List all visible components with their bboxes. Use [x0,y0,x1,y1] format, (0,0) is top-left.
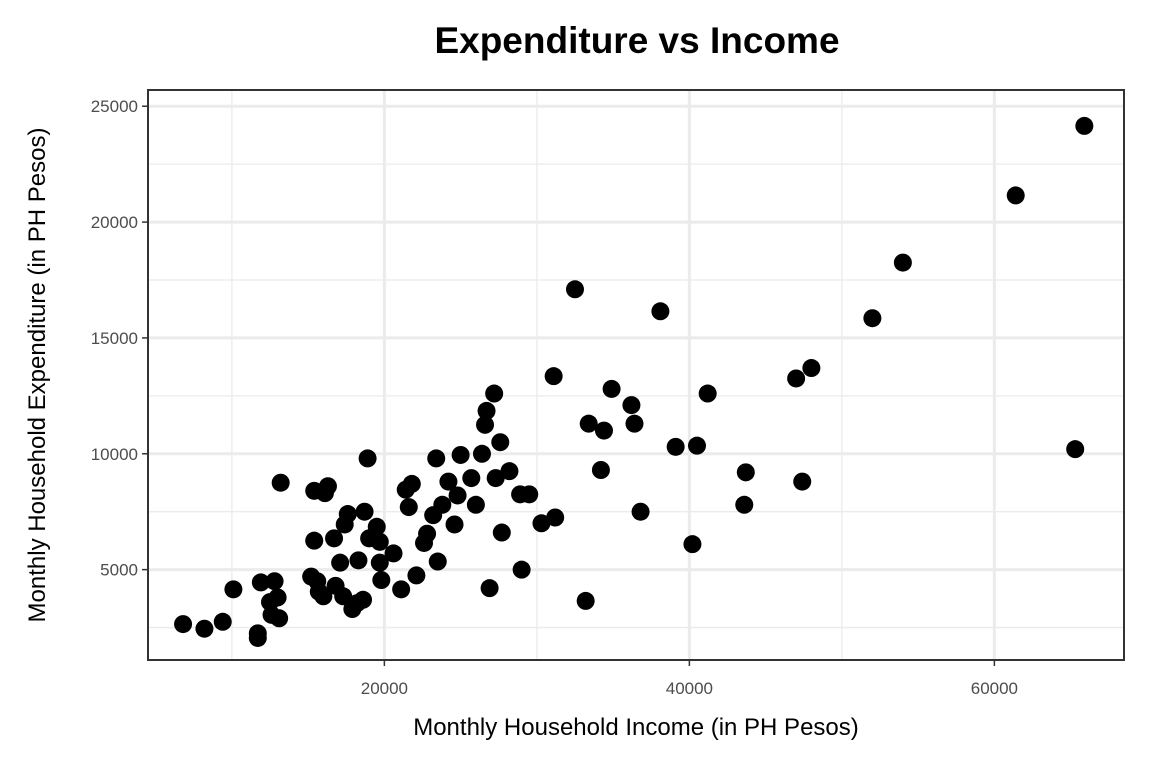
scatter-point [418,524,437,543]
scatter-point [268,588,287,607]
scatter-point [476,415,495,434]
y-axis-tick-label: 15000 [91,329,138,348]
scatter-point [735,495,754,514]
scatter-point [370,532,389,551]
scatter-point [893,253,912,272]
scatter-point [688,436,706,455]
scatter-point [1075,116,1094,135]
scatter-point [546,508,565,527]
scatter-point [631,502,650,521]
scatter-point [195,619,214,638]
x-axis-tick-label: 40000 [666,679,713,698]
scatter-point [448,486,467,505]
scatter-point [270,609,289,628]
scatter-point [334,587,353,606]
scatter-point [213,612,232,631]
scatter-point [491,433,510,452]
scatter-point [174,615,193,634]
scatter-point [439,472,458,491]
scatter-point [787,369,806,388]
y-axis-tick-label: 20000 [91,213,138,232]
x-axis-tick-label: 20000 [361,679,408,698]
scatter-point [331,553,350,572]
scatter-point [466,495,485,514]
scatter-point [622,396,641,415]
scatter-point [532,514,551,533]
y-axis: 5000 10000 15000 20000 25000 [91,97,148,580]
scatter-point [666,437,685,456]
scatter-point [399,498,418,517]
scatter-point [462,469,481,488]
scatter-point [683,535,702,554]
scatter-point [492,523,511,542]
grid-lines [148,90,1124,660]
y-axis-tick-label: 5000 [100,561,138,580]
y-axis-tick-label: 25000 [91,97,138,116]
scatter-point [579,414,598,433]
scatter-point [349,551,368,570]
scatter-point [486,469,505,488]
scatter-point [367,517,386,536]
scatter-point [265,572,284,591]
scatter-point [736,463,755,482]
scatter-point [325,529,344,548]
scatter-point [500,462,519,481]
scatter-point [793,472,812,491]
x-axis: 20000 40000 60000 [361,660,1018,698]
scatter-point [602,379,621,398]
scatter-point [472,444,491,463]
scatter-point [451,445,470,464]
scatter-point [477,401,496,420]
scatter-point [354,590,373,609]
scatter-point [428,552,447,571]
y-axis-tick-label: 10000 [91,445,138,464]
scatter-point [1006,186,1025,205]
scatter-point [318,477,337,496]
data-points [174,116,1094,647]
scatter-point [544,367,563,386]
scatter-point [566,280,584,299]
scatter-point [802,359,821,378]
scatter-point [314,587,333,606]
scatter-point [512,560,531,579]
scatter-point [485,384,504,403]
scatter-point [372,571,391,590]
x-axis-tick-label: 60000 [971,679,1018,698]
scatter-point [251,573,270,592]
scatter-point [384,544,403,563]
scatter-point [392,580,411,599]
scatter-point [433,495,452,514]
scatter-point [427,449,446,468]
scatter-point [445,515,464,534]
scatter-point [520,485,539,504]
scatter-point [698,384,717,403]
panel-border [147,89,1125,661]
y-axis-title: Monthly Household Expenditure (in PH Pes… [24,128,51,623]
scatter-point [338,505,357,524]
scatter-point [594,421,613,440]
scatter-point [305,531,324,550]
scatter-point [1066,440,1085,459]
scatter-point [224,580,243,599]
chart-title: Expenditure vs Income [434,20,839,61]
scatter-point [863,309,882,328]
scatter-point [651,302,670,321]
scatter-point [576,591,595,610]
scatter-point [480,579,499,598]
x-axis-title: Monthly Household Income (in PH Pesos) [413,714,859,741]
scatter-point [358,449,377,468]
scatter-point [248,628,267,647]
scatter-point [407,566,426,585]
scatter-point [355,502,374,521]
scatter-point [402,474,421,493]
scatter-point [625,414,644,433]
scatter-point [271,473,290,492]
scatter-point [370,553,389,572]
scatter-point [591,461,610,479]
